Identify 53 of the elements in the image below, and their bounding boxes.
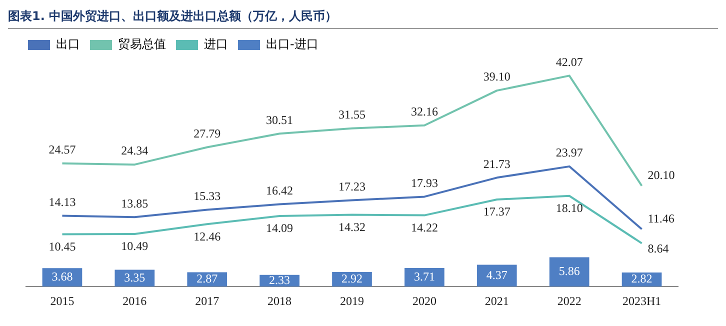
data-label: 30.51 (266, 112, 294, 127)
data-label: 14.22 (410, 220, 438, 234)
x-tick-label: 2017 (195, 294, 220, 308)
legend-label: 出口 (56, 37, 80, 52)
data-label: 14.09 (266, 221, 294, 236)
data-label: 13.85 (121, 196, 148, 210)
bar (404, 268, 444, 287)
chart-title: 图表1. 中国外贸进口、出口额及进出口总额（万亿，人民币） (8, 8, 718, 29)
data-label: 3.68 (52, 270, 73, 284)
data-label: 16.42 (266, 183, 294, 198)
x-tick-label: 2019 (340, 294, 364, 308)
data-label: 32.16 (410, 104, 438, 119)
data-label: 2.82 (631, 272, 652, 286)
data-label: 39.10 (483, 70, 510, 84)
data-label: 18.10 (556, 201, 583, 216)
data-label: 12.46 (194, 229, 221, 244)
x-tick-label: 2022 (557, 294, 582, 308)
x-tick-label: 2021 (484, 294, 509, 308)
data-label: 2.92 (342, 271, 362, 286)
x-tick-label: 2018 (268, 294, 292, 308)
bar (476, 264, 517, 287)
legend-label: 贸易总值 (118, 37, 166, 52)
data-label: 10.49 (121, 239, 148, 254)
legend-label: 出口-进口 (266, 37, 318, 52)
data-label: 10.45 (48, 239, 76, 254)
data-label: 17.93 (410, 176, 438, 190)
data-label: 17.23 (338, 179, 366, 194)
x-tick-label: 2016 (122, 294, 147, 308)
data-label: 14.13 (48, 194, 76, 209)
data-label: 3.35 (124, 270, 146, 284)
x-tick-label: 2015 (50, 294, 74, 308)
data-label: 15.33 (194, 188, 221, 203)
data-label: 21.73 (483, 156, 510, 171)
data-label: 2.33 (269, 272, 290, 287)
data-label: 20.10 (648, 168, 675, 182)
data-label: 23.97 (556, 146, 583, 160)
x-tick-label: 2023H1 (622, 294, 662, 308)
data-label: 24.34 (121, 144, 148, 158)
data-label: 31.55 (338, 108, 366, 122)
data-label: 11.46 (648, 211, 674, 226)
data-label: 24.57 (48, 142, 76, 157)
data-label: 17.37 (483, 204, 510, 219)
data-label: 14.32 (338, 220, 366, 234)
legend-label: 进口 (204, 37, 228, 52)
data-label: 8.64 (648, 241, 669, 256)
x-tick-label: 2020 (412, 294, 436, 308)
data-label: 42.07 (556, 54, 583, 69)
data-label: 2.87 (196, 272, 218, 286)
bar (549, 257, 590, 287)
data-label: 4.37 (486, 268, 508, 282)
data-label: 3.71 (414, 269, 435, 284)
data-label: 27.79 (194, 126, 221, 140)
data-label: 5.86 (558, 264, 580, 278)
